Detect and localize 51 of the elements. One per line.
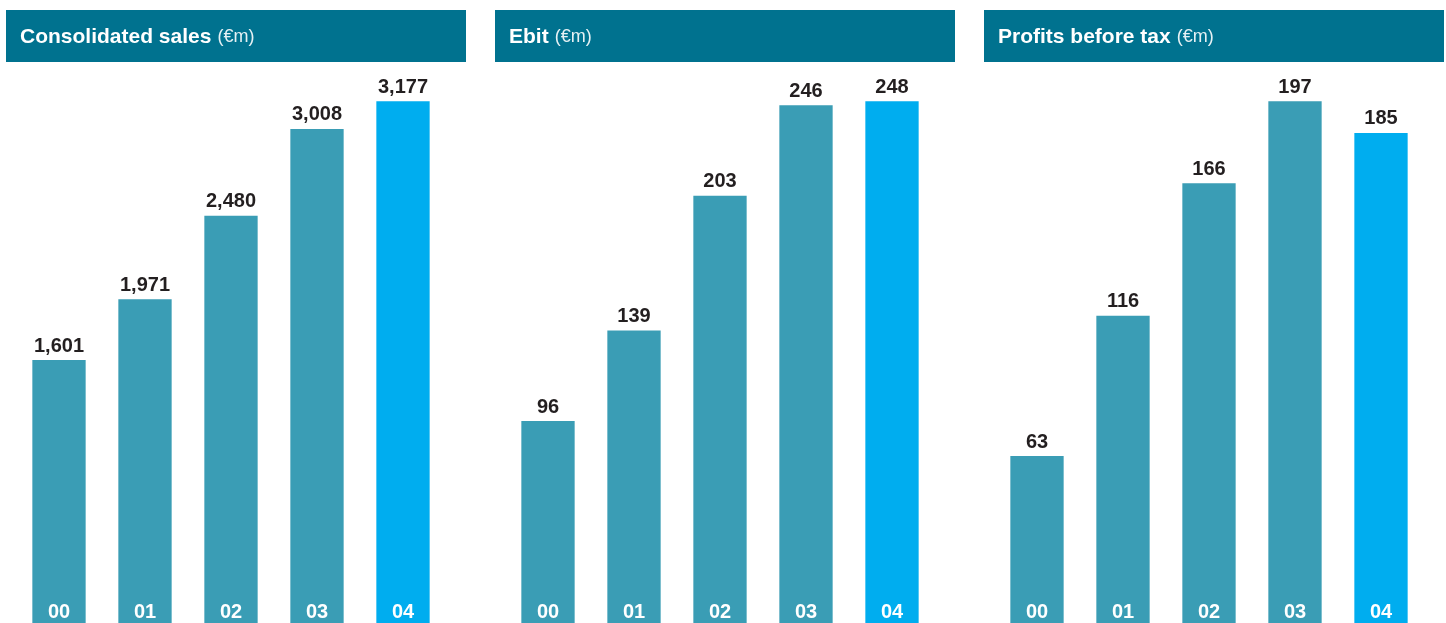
- x-tick-label: 02: [708, 599, 732, 622]
- data-label: 185: [1364, 106, 1398, 129]
- x-tick-label: 03: [1283, 599, 1307, 622]
- x-tick-label: 00: [1025, 599, 1049, 622]
- data-label: 63: [1025, 429, 1049, 452]
- bar: [1354, 132, 1408, 623]
- data-label: 3,177: [377, 74, 429, 97]
- x-tick-label: 02: [219, 599, 243, 622]
- data-label: 246: [789, 78, 823, 101]
- data-label: 248: [875, 74, 909, 97]
- chart-title: Consolidated sales: [20, 24, 212, 48]
- bar: [1096, 315, 1150, 623]
- data-label: 1,971: [119, 272, 171, 295]
- data-label: 203: [703, 169, 737, 192]
- bar: [1010, 456, 1064, 623]
- x-tick-label: 04: [391, 599, 415, 622]
- data-label: 96: [536, 394, 560, 417]
- x-tick-label: 00: [47, 599, 71, 622]
- x-tick-label: 02: [1197, 599, 1221, 622]
- bar: [376, 101, 430, 623]
- data-label: 116: [1106, 289, 1140, 312]
- data-label: 139: [617, 304, 651, 327]
- bar: [521, 420, 575, 623]
- bar: [1268, 101, 1322, 623]
- chart-subtitle: (€m): [217, 25, 255, 47]
- x-tick-label: 01: [1111, 599, 1135, 622]
- bar: [204, 215, 258, 623]
- x-tick-label: 01: [622, 599, 646, 622]
- chart-subtitle: (€m): [554, 25, 592, 47]
- data-label: 197: [1278, 74, 1312, 97]
- x-tick-label: 00: [536, 599, 560, 622]
- bar: [693, 195, 747, 623]
- x-tick-label: 01: [133, 599, 157, 622]
- bar: [32, 360, 86, 623]
- x-tick-label: 04: [880, 599, 904, 622]
- data-label: 1,601: [33, 333, 85, 356]
- bar: [865, 101, 919, 623]
- x-tick-label: 03: [794, 599, 818, 622]
- bar: [779, 105, 833, 623]
- x-tick-label: 03: [305, 599, 329, 622]
- chart-title: Ebit: [509, 24, 549, 48]
- chart-subtitle: (€m): [1176, 25, 1214, 47]
- x-tick-label: 04: [1369, 599, 1393, 622]
- data-label: 2,480: [205, 189, 257, 212]
- bar: [118, 299, 172, 623]
- data-label: 166: [1192, 156, 1226, 179]
- data-label: 3,008: [291, 102, 343, 125]
- chart-title: Profits before tax: [998, 24, 1171, 48]
- bar: [290, 128, 344, 623]
- bar: [607, 330, 661, 623]
- bar: [1182, 183, 1236, 623]
